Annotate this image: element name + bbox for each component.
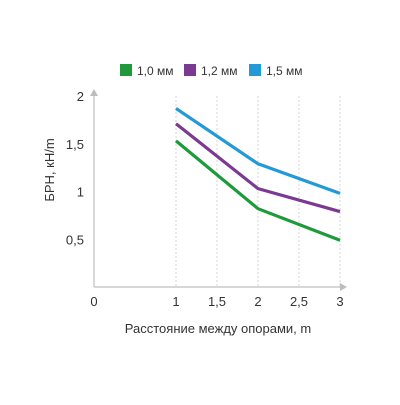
y-tick-label: 1,5 bbox=[66, 137, 84, 152]
x-axis-arrow bbox=[340, 283, 347, 291]
legend-label-2: 1,2 мм bbox=[201, 64, 238, 78]
series-line-2 bbox=[175, 122, 341, 214]
series-layer bbox=[174, 107, 341, 242]
x-tick-label: 1 bbox=[172, 294, 179, 309]
legend-label-3: 1,5 мм bbox=[266, 64, 303, 78]
y-tick-label: 0,5 bbox=[66, 232, 84, 247]
y-tick-label: 2 bbox=[77, 89, 84, 104]
x-tick-label: 1,5 bbox=[208, 294, 226, 309]
x-tick-label: 2,5 bbox=[290, 294, 308, 309]
legend-swatch-2 bbox=[184, 64, 196, 76]
series-line-3 bbox=[175, 107, 341, 195]
legend: 1,0 мм 1,2 мм 1,5 мм bbox=[120, 64, 303, 78]
legend-label-1: 1,0 мм bbox=[137, 64, 174, 78]
legend-swatch-1 bbox=[120, 64, 132, 76]
x-tick-label: 2 bbox=[254, 294, 261, 309]
x-axis-label: Расстояние между опорами, m bbox=[125, 321, 311, 336]
series-line-1 bbox=[174, 139, 341, 242]
y-tick-label: 1 bbox=[77, 185, 84, 200]
x-tick-label: 0 bbox=[90, 294, 97, 309]
legend-swatch-3 bbox=[249, 64, 261, 76]
axis-layer bbox=[90, 89, 347, 291]
y-axis-label: БРН, кН/m bbox=[42, 138, 57, 201]
tick-layer: 0 1 1,5 2 2,5 3 0,5 1 1,5 2 bbox=[66, 89, 344, 309]
x-tick-label: 3 bbox=[336, 294, 343, 309]
y-axis-arrow bbox=[90, 89, 98, 96]
